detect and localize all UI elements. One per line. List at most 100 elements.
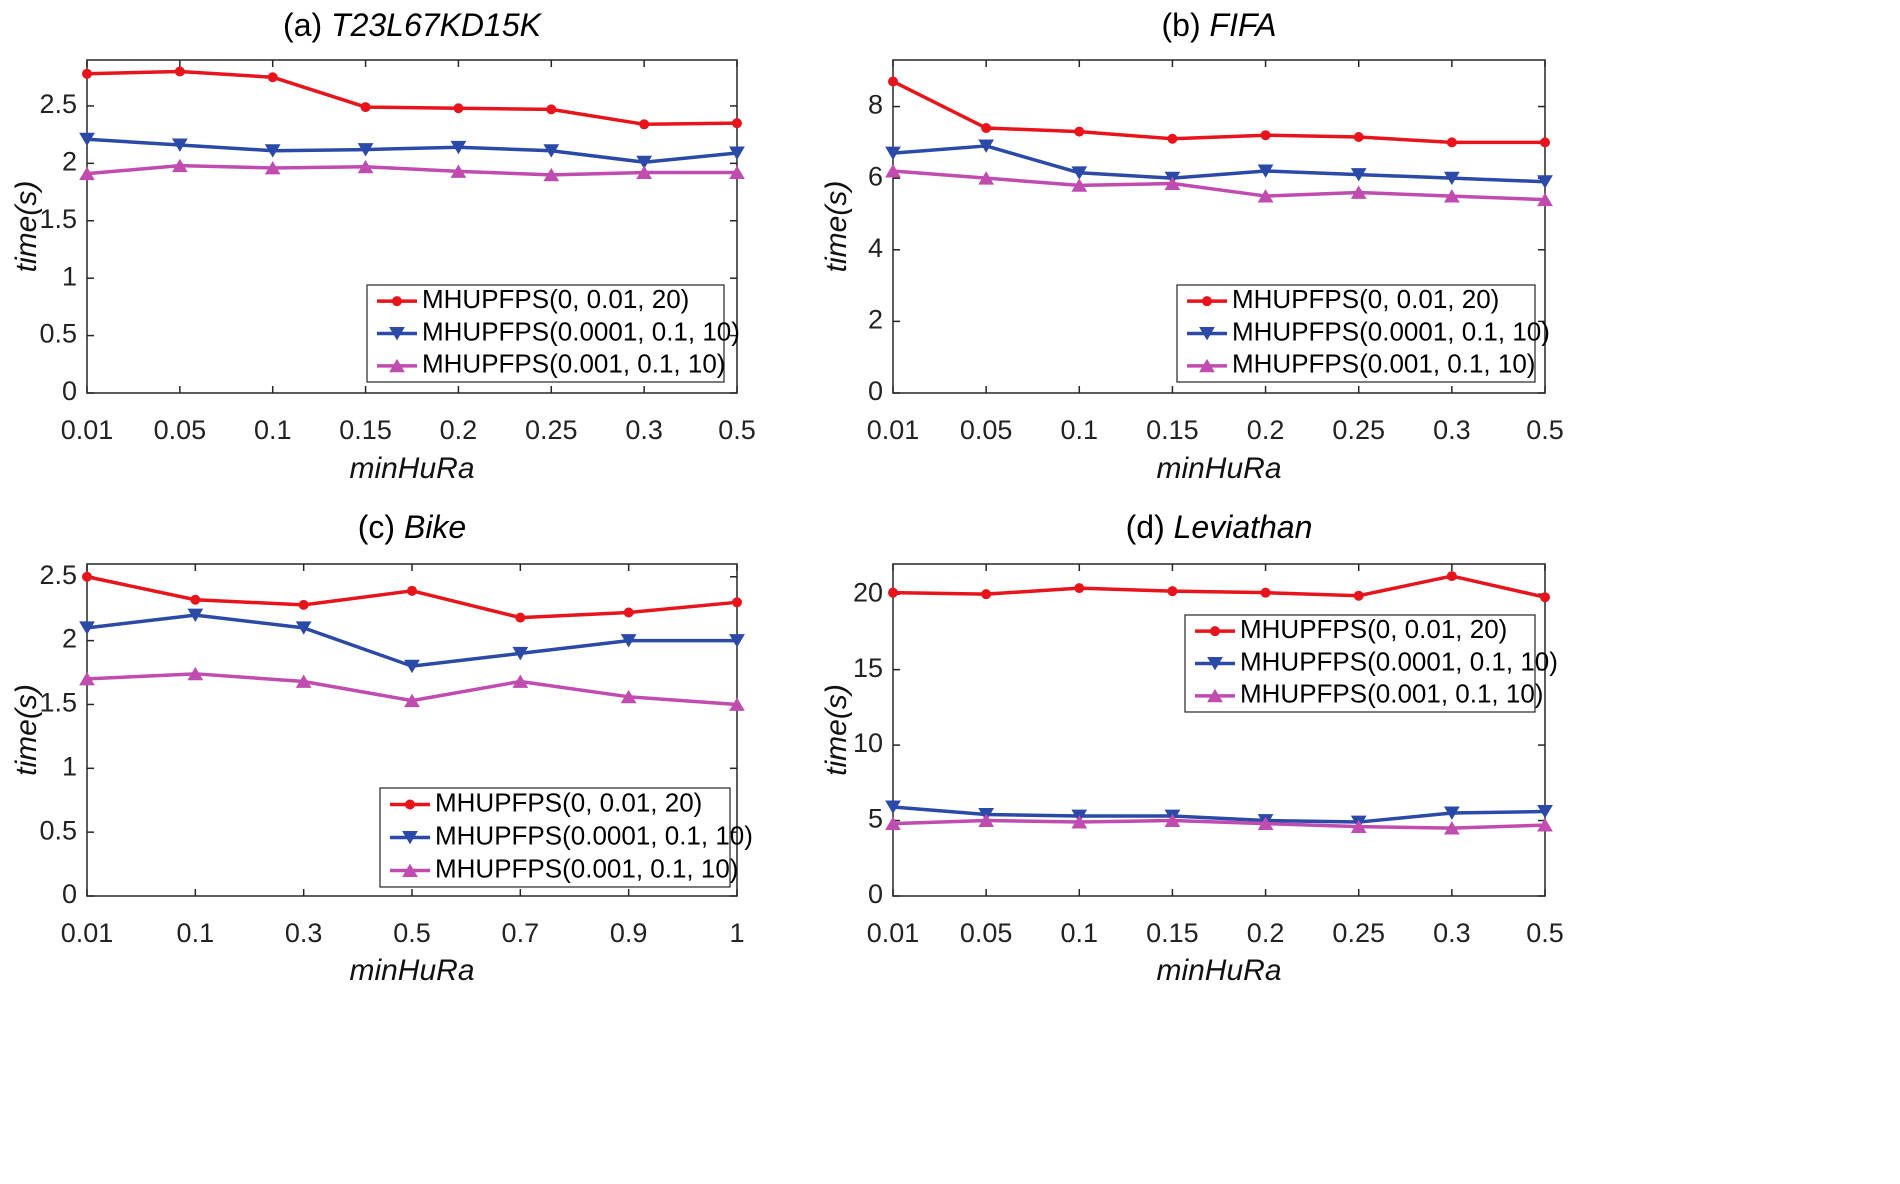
data-point <box>1074 583 1085 594</box>
series-line <box>892 79 1545 145</box>
y-tick-label: 20 <box>853 577 883 607</box>
x-tick-label: 0.1 <box>1061 918 1099 948</box>
legend-item: MHUPFPS(0, 0.01, 20) <box>1195 614 1507 644</box>
x-tick-label: 0.3 <box>625 415 663 445</box>
series-line <box>892 169 1546 202</box>
x-tick-label: 0.5 <box>1526 918 1564 948</box>
data-point <box>1443 806 1460 820</box>
legend-marker <box>389 358 405 373</box>
x-tick-label: 0.2 <box>1247 415 1285 445</box>
chart-title-prefix: (b) <box>1162 7 1210 43</box>
series-2 <box>79 608 745 674</box>
data-point <box>264 161 281 175</box>
legend-item: MHUPFPS(0, 0.01, 20) <box>1187 284 1499 314</box>
legend: MHUPFPS(0, 0.01, 20)MHUPFPS(0.0001, 0.1,… <box>366 284 740 383</box>
data-point <box>729 146 745 160</box>
data-point <box>981 589 992 600</box>
data-point <box>1446 137 1457 148</box>
legend-item: MHUPFPS(0.0001, 0.1, 10) <box>1195 646 1558 676</box>
x-tick-label: 0.1 <box>254 415 292 445</box>
data-point <box>79 132 95 147</box>
x-tick-label: 0.01 <box>61 918 114 948</box>
x-axis-label: minHuRa <box>349 452 474 485</box>
data-point <box>1257 164 1274 178</box>
y-tick-label: 0.5 <box>39 319 77 349</box>
data-point <box>1164 813 1181 827</box>
data-point <box>187 608 204 623</box>
series-3 <box>79 666 745 711</box>
x-tick-label: 0.25 <box>1332 415 1385 445</box>
x-axis-label: minHuRa <box>349 954 474 987</box>
y-tick-label: 2 <box>62 624 77 654</box>
data-point <box>729 165 745 179</box>
data-point <box>1537 805 1553 819</box>
y-tick-label: 5 <box>868 804 883 834</box>
data-point <box>295 674 312 688</box>
legend-label: MHUPFPS(0, 0.01, 20) <box>1232 284 1499 314</box>
data-point <box>82 571 92 582</box>
x-tick-label: 0.3 <box>285 918 323 948</box>
series-1 <box>82 66 742 130</box>
legend-item: MHUPFPS(0.0001, 0.1, 10) <box>377 316 740 346</box>
y-tick-label: 1 <box>62 751 77 781</box>
y-tick-label: 1.5 <box>39 204 77 234</box>
data-point <box>1071 178 1088 192</box>
legend-item: MHUPFPS(0.0001, 0.1, 10) <box>1187 316 1550 346</box>
data-point <box>885 816 901 831</box>
data-point <box>512 674 529 688</box>
series-2 <box>885 139 1553 189</box>
chart-panel-a: (a) T23L67KD15K 0 0.5 1 1.5 2 2.5 0.01 0.05 0.1 0.… <box>10 7 756 484</box>
legend: MHUPFPS(0, 0.01, 20)MHUPFPS(0.0001, 0.1,… <box>1184 614 1558 713</box>
legend-marker <box>1207 688 1223 703</box>
data-point <box>620 634 637 648</box>
data-point <box>1537 175 1553 189</box>
data-point <box>636 165 653 179</box>
x-tick-label: 0.01 <box>867 415 920 445</box>
y-tick-label: 15 <box>853 653 883 683</box>
data-point <box>978 813 995 827</box>
data-point <box>1257 816 1274 831</box>
data-point <box>298 599 309 610</box>
data-point <box>1353 131 1364 142</box>
chart-title-prefix: (a) <box>283 7 331 43</box>
legend-item: MHUPFPS(0.001, 0.1, 10) <box>1187 349 1535 379</box>
data-point <box>732 597 742 608</box>
legend-marker <box>1210 626 1220 637</box>
legend-label: MHUPFPS(0.0001, 0.1, 10) <box>1232 316 1550 346</box>
series-1 <box>888 571 1550 603</box>
x-tick-label: 0.2 <box>1247 918 1285 948</box>
chart-title-name: FIFA <box>1210 7 1277 43</box>
x-tick-label: 0.15 <box>1146 918 1199 948</box>
legend: MHUPFPS(0, 0.01, 20)MHUPFPS(0.0001, 0.1,… <box>379 787 753 888</box>
data-point <box>885 164 901 178</box>
data-point <box>1074 126 1085 137</box>
data-point <box>1260 130 1271 141</box>
data-point <box>453 103 464 114</box>
chart-panel-b: (b) FIFA 0 2 4 6 8 0.01 0.05 0.1 0.15 0.2 0.25 0.3 0.… <box>820 7 1564 484</box>
legend-item: MHUPFPS(0.001, 0.1, 10) <box>1195 679 1543 709</box>
x-tick-label: 0.25 <box>525 415 578 445</box>
data-point <box>978 139 995 153</box>
series-2 <box>79 132 745 170</box>
legend-label: MHUPFPS(0, 0.01, 20) <box>435 787 702 817</box>
legend-marker <box>389 327 405 341</box>
data-point <box>1350 185 1367 199</box>
data-point <box>1540 137 1550 148</box>
chart-title: (a) T23L67KD15K <box>283 7 543 43</box>
x-axis-label: minHuRa <box>1156 452 1281 485</box>
legend-label: MHUPFPS(0.001, 0.1, 10) <box>1232 349 1535 379</box>
x-tick-label: 0.5 <box>1526 415 1564 445</box>
x-tick-label: 0.25 <box>1332 918 1385 948</box>
data-point <box>450 140 467 155</box>
y-tick-label: 2 <box>62 146 77 176</box>
data-point <box>1167 586 1178 597</box>
data-point <box>885 146 901 161</box>
series-line <box>892 818 1546 830</box>
legend-label: MHUPFPS(0.0001, 0.1, 10) <box>422 316 740 346</box>
chart-title-name: T23L67KD15K <box>331 7 543 43</box>
series-3 <box>885 164 1553 207</box>
data-point <box>264 144 281 158</box>
x-tick-label: 0.3 <box>1433 415 1471 445</box>
x-axis-label: minHuRa <box>1156 954 1281 987</box>
data-point <box>1540 592 1550 603</box>
